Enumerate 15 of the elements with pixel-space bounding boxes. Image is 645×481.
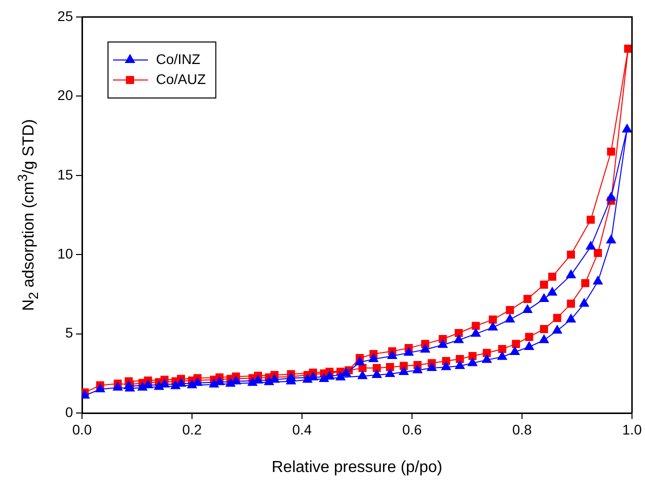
y-tick-label: 10 xyxy=(57,245,74,262)
y-tick-label: 25 xyxy=(57,8,74,24)
x-tick-label: 1.0 xyxy=(622,421,642,438)
y-tick-label: 20 xyxy=(57,87,74,104)
x-axis-title: Relative pressure (p/po) xyxy=(272,458,442,476)
x-tick-label: 0.0 xyxy=(72,421,92,438)
x-tick-label: 0.4 xyxy=(292,421,312,438)
y-tick-label: 0 xyxy=(65,404,74,420)
y-tick-label: 15 xyxy=(57,166,74,182)
legend-label: Co/AUZ xyxy=(156,70,206,87)
x-tick-label: 0.6 xyxy=(402,421,422,438)
y-tick-label: 5 xyxy=(65,324,74,341)
x-tick-label: 0.2 xyxy=(182,421,202,438)
legend-label: Co/INZ xyxy=(156,50,201,67)
x-tick-label: 0.8 xyxy=(512,421,532,438)
